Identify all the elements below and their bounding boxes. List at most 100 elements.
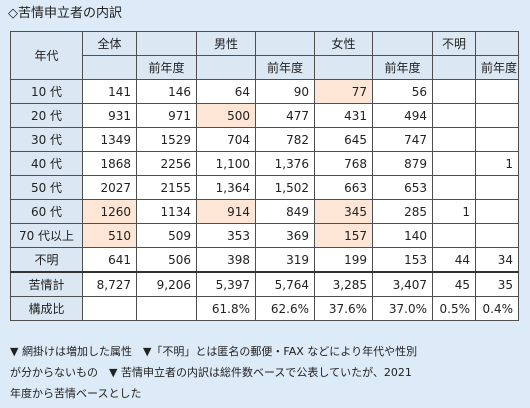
table-cell: 494: [372, 103, 433, 128]
table-cell: 353: [196, 223, 256, 248]
table-cell: 369: [255, 223, 315, 248]
table-cell: 431: [314, 103, 373, 128]
table-cell: 509: [136, 223, 197, 248]
table-cell: 37.6%: [314, 296, 373, 321]
table-cell: 2027: [82, 175, 137, 200]
table-cell: 1,376: [255, 151, 315, 176]
table-cell: 8,727: [82, 271, 137, 297]
row-label: 構成比: [10, 296, 83, 321]
table-cell: [475, 175, 519, 200]
header-prev-year: 前年度: [136, 55, 197, 80]
table-cell: 0.5%: [432, 296, 476, 321]
table-cell: 140: [372, 223, 433, 248]
table-cell: 768: [314, 151, 373, 176]
table-cell: [475, 199, 519, 224]
table-row: 40 代 1868 2256 1,100 1,376 768 879 1: [10, 151, 519, 176]
row-label: 20 代: [10, 103, 83, 128]
table-cell: 477: [255, 103, 315, 128]
table-cell: 1349: [82, 127, 137, 152]
table-cell: 61.8%: [196, 296, 256, 321]
table-cell: 641: [82, 247, 137, 273]
table-cell: 971: [136, 103, 197, 128]
header-male: 男性: [196, 31, 256, 56]
table-cell: [432, 151, 476, 176]
table-cell: [475, 223, 519, 248]
footnotes: ▼ 網掛けは増加した属性 ▼「不明」とは匿名の郵便・FAX などにより年代や性別…: [10, 341, 525, 404]
table-cell: 64: [196, 79, 256, 104]
table-cell: 879: [372, 151, 433, 176]
row-label: 70 代以上: [10, 223, 83, 248]
row-label: 40 代: [10, 151, 83, 176]
footnote-line: 年度から苦情ベースとした: [10, 387, 142, 400]
table-cell: 931: [82, 103, 137, 128]
table-row: 苦情計 8,727 9,206 5,397 5,764 3,285 3,407 45 35: [10, 271, 519, 297]
table-row: 10 代 141 146 64 90 77 56: [10, 79, 519, 104]
table-cell: 1: [475, 151, 519, 176]
table-cell: 1868: [82, 151, 137, 176]
complaint-table: 年代 全体 男性 女性 不明 前年度 前年度 前年度 前年度 10 代 141 14…: [10, 31, 519, 321]
table-cell: 90: [255, 79, 315, 104]
row-label: 不明: [10, 247, 83, 273]
table-cell: 141: [82, 79, 137, 104]
row-label: 苦情計: [10, 271, 83, 297]
table-cell: 663: [314, 175, 373, 200]
footnote-line: ▼ 網掛けは増加した属性 ▼「不明」とは匿名の郵便・FAX などにより年代や性別: [10, 345, 418, 358]
row-label: 50 代: [10, 175, 83, 200]
table-cell: 3,407: [372, 271, 433, 297]
table-cell: 146: [136, 79, 197, 104]
header-total: 全体: [82, 31, 137, 56]
table-cell: 1,502: [255, 175, 315, 200]
table-cell: [432, 127, 476, 152]
table-cell: 510: [82, 223, 137, 248]
table-cell: 319: [255, 247, 315, 273]
table-cell: [432, 175, 476, 200]
table-cell: 77: [314, 79, 373, 104]
table-cell: 345: [314, 199, 373, 224]
table-cell: 199: [314, 247, 373, 273]
table-cell: 645: [314, 127, 373, 152]
table-cell: 653: [372, 175, 433, 200]
table-row: 60 代 1260 1134 914 849 345 285 1: [10, 199, 519, 224]
table-row: 30 代 1349 1529 704 782 645 747: [10, 127, 519, 152]
header-unknown: 不明: [432, 31, 476, 56]
table-cell: [475, 79, 519, 104]
table-row: 不明 641 506 398 319 199 153 44 34: [10, 247, 519, 273]
table-cell: [432, 79, 476, 104]
table-cell: [475, 127, 519, 152]
table-cell: 1134: [136, 199, 197, 224]
table-cell: 398: [196, 247, 256, 273]
table-cell: 1: [432, 199, 476, 224]
table-cell: 1,364: [196, 175, 256, 200]
table-cell: 56: [372, 79, 433, 104]
header-prev-year: 前年度: [475, 55, 519, 80]
table-cell: [475, 103, 519, 128]
table-cell: 35: [475, 271, 519, 297]
table-cell: 2256: [136, 151, 197, 176]
table-cell: 506: [136, 247, 197, 273]
table-cell: [432, 223, 476, 248]
table-cell: 157: [314, 223, 373, 248]
table-row: 構成比 61.8% 62.6% 37.6% 37.0% 0.5% 0.4%: [10, 296, 519, 321]
table-cell: 500: [196, 103, 256, 128]
page-title: ◇苦情申立者の内訳: [8, 6, 122, 21]
table-row: 50 代 2027 2155 1,364 1,502 663 653: [10, 175, 519, 200]
table-cell: 747: [372, 127, 433, 152]
header-prev-year: 前年度: [372, 55, 433, 80]
header-prev-year: 前年度: [255, 55, 315, 80]
table-cell: [432, 103, 476, 128]
table-cell: 0.4%: [475, 296, 519, 321]
table-cell: 1260: [82, 199, 137, 224]
row-label: 30 代: [10, 127, 83, 152]
table-cell: [136, 296, 197, 321]
table-cell: 34: [475, 247, 519, 273]
header-female: 女性: [314, 31, 373, 56]
row-label: 60 代: [10, 199, 83, 224]
table-cell: 849: [255, 199, 315, 224]
table-cell: 5,397: [196, 271, 256, 297]
table-cell: 5,764: [255, 271, 315, 297]
table-cell: 45: [432, 271, 476, 297]
footnote-line: が分からないもの ▼ 苦情申立者の内訳は総件数ベースで公表していたが、2021: [10, 366, 412, 379]
row-label: 10 代: [10, 79, 83, 104]
table-cell: 44: [432, 247, 476, 273]
table-cell: 1,100: [196, 151, 256, 176]
